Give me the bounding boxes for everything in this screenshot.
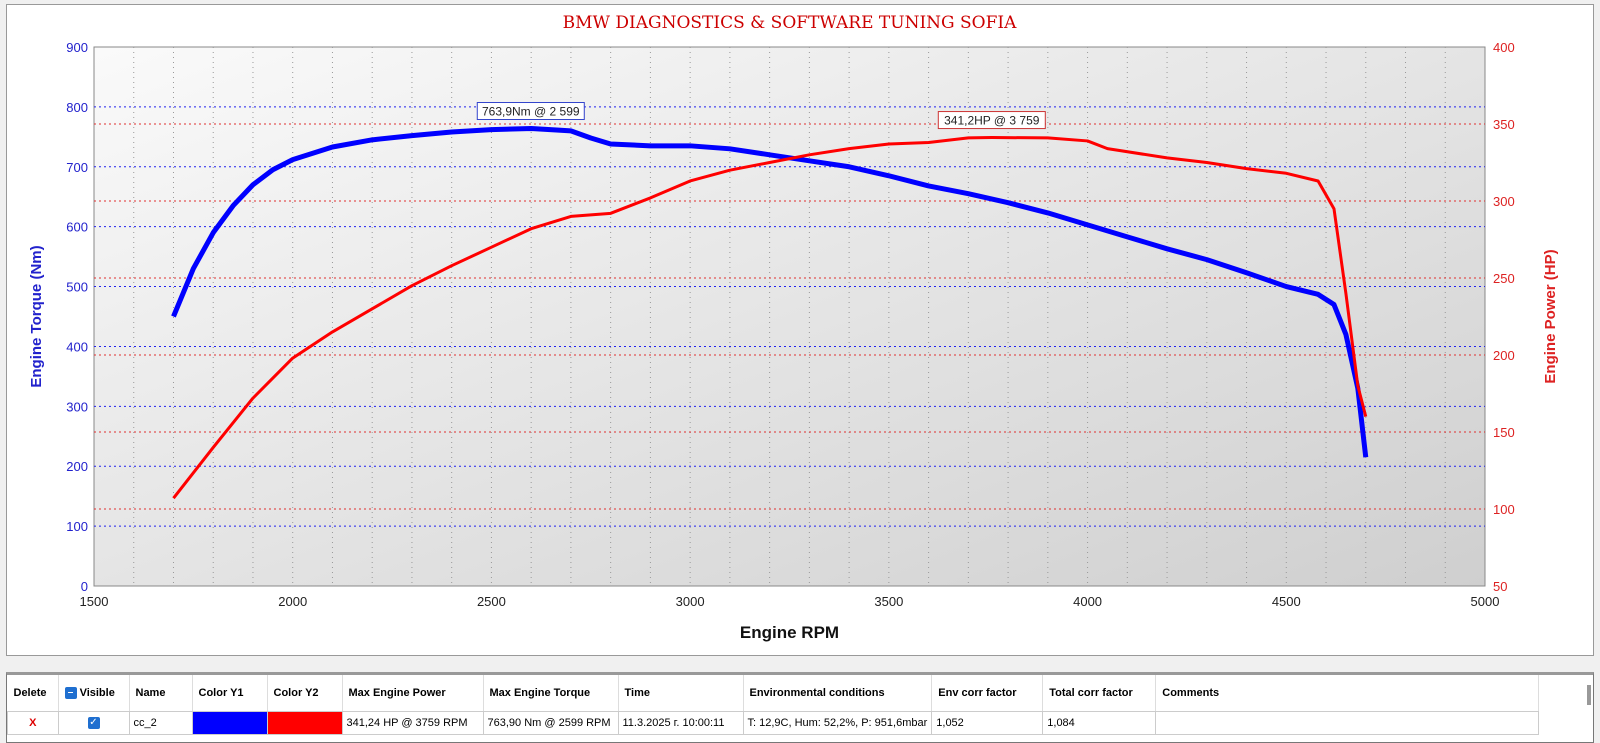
- header-max-power: Max Engine Power: [342, 675, 484, 712]
- x-tick-label: 4000: [1073, 594, 1102, 609]
- header-env: Environmental conditions: [743, 675, 933, 712]
- header-color-y2: Color Y2: [267, 675, 343, 712]
- y2-tick-label: 100: [1493, 502, 1515, 517]
- header-comments: Comments: [1155, 675, 1540, 712]
- y2-tick-label: 50: [1493, 579, 1507, 594]
- runs-table-panel: Delete – Visible Name Color Y1 Color Y2 …: [6, 672, 1594, 743]
- torque-line: [171, 125, 1369, 458]
- header-visible-label: Visible: [79, 686, 115, 699]
- x-tick-label: 3000: [676, 594, 705, 609]
- header-color-y1: Color Y1: [192, 675, 268, 712]
- y1-tick-label: 500: [66, 280, 88, 295]
- table-scrollbar[interactable]: [1587, 685, 1591, 705]
- y2-tick-label: 200: [1493, 348, 1515, 363]
- color-y2-swatch[interactable]: [266, 711, 343, 735]
- annotation-box: [476, 102, 585, 121]
- x-axis-label: Engine RPM: [740, 623, 839, 642]
- y2-tick-label: 300: [1493, 194, 1515, 209]
- runs-table: Delete – Visible Name Color Y1 Color Y2 …: [7, 675, 1540, 735]
- checkbox-icon[interactable]: ✓: [87, 717, 100, 730]
- x-tick-label: 1500: [80, 594, 109, 609]
- table-header: Delete – Visible Name Color Y1 Color Y2 …: [7, 675, 1540, 712]
- y2-tick-label: 150: [1493, 425, 1515, 440]
- y1-tick-label: 300: [66, 399, 88, 414]
- header-delete: Delete: [7, 675, 59, 712]
- header-max-torque: Max Engine Torque: [483, 675, 619, 712]
- visible-checkbox[interactable]: ✓: [57, 711, 130, 735]
- table-row: X ✓ cc_2 341,24 HP @ 3759 RPM 763,90 Nm …: [7, 711, 1540, 735]
- y2-axis-label: Engine Power (HP): [1542, 249, 1559, 383]
- y1-tick-label: 0: [81, 579, 88, 594]
- delete-button[interactable]: X: [7, 711, 59, 735]
- y1-tick-label: 900: [66, 40, 88, 55]
- y1-tick-label: 700: [66, 160, 88, 175]
- header-visible[interactable]: – Visible: [58, 675, 130, 712]
- dyno-chart-panel: 0 100 200 300 400 500 600 700 800 900 50 100 150 200 2…: [6, 4, 1594, 656]
- x-tick-label: 5000: [1471, 594, 1500, 609]
- max-torque: 763,90 Nm @ 2599 RPM: [482, 711, 619, 735]
- comments[interactable]: [1155, 711, 1540, 735]
- annotation-box: [937, 111, 1046, 130]
- total-corr: 1,084: [1042, 711, 1157, 735]
- x-tick-label: 2000: [278, 594, 307, 609]
- color-y1-swatch[interactable]: [191, 711, 268, 735]
- header-env-corr: Env corr factor: [931, 675, 1044, 712]
- visible-all-toggle-icon[interactable]: –: [64, 687, 77, 700]
- y2-tick-label: 400: [1493, 40, 1515, 55]
- annotation-label: 763,9Nm @ 2 599: [482, 105, 580, 119]
- x-tick-label: 3500: [874, 594, 903, 609]
- env-conditions: T: 12,9C, Hum: 52,2%, P: 951,6mbar: [742, 711, 933, 735]
- x-tick-label: 4500: [1272, 594, 1301, 609]
- env-corr: 1,052: [931, 711, 1044, 735]
- run-name[interactable]: cc_2: [128, 711, 193, 735]
- power-line: [172, 136, 1368, 500]
- header-time: Time: [618, 675, 744, 712]
- y2-tick-label: 350: [1493, 117, 1515, 132]
- y1-axis-label: Engine Torque (Nm): [28, 245, 45, 387]
- chart-title: BMW DIAGNOSTICS & SOFTWARE TUNING SOFIA: [563, 13, 1018, 33]
- header-name: Name: [129, 675, 193, 712]
- y1-tick-label: 400: [66, 339, 88, 354]
- header-total-corr: Total corr factor: [1042, 675, 1157, 712]
- y1-tick-label: 800: [66, 100, 88, 115]
- annotation-label: 341,2HP @ 3 759: [944, 114, 1040, 128]
- x-tick-label: 2500: [477, 594, 506, 609]
- y1-tick-label: 200: [66, 459, 88, 474]
- y2-tick-label: 250: [1493, 271, 1515, 286]
- dyno-chart: 0 100 200 300 400 500 600 700 800 900 50 100 150 200 2…: [28, 13, 1559, 642]
- max-power: 341,24 HP @ 3759 RPM: [341, 711, 484, 735]
- y1-tick-label: 600: [66, 220, 88, 235]
- time: 11.3.2025 г. 10:00:11: [617, 711, 744, 735]
- plot-area: [93, 46, 1486, 587]
- y1-tick-label: 100: [66, 519, 88, 534]
